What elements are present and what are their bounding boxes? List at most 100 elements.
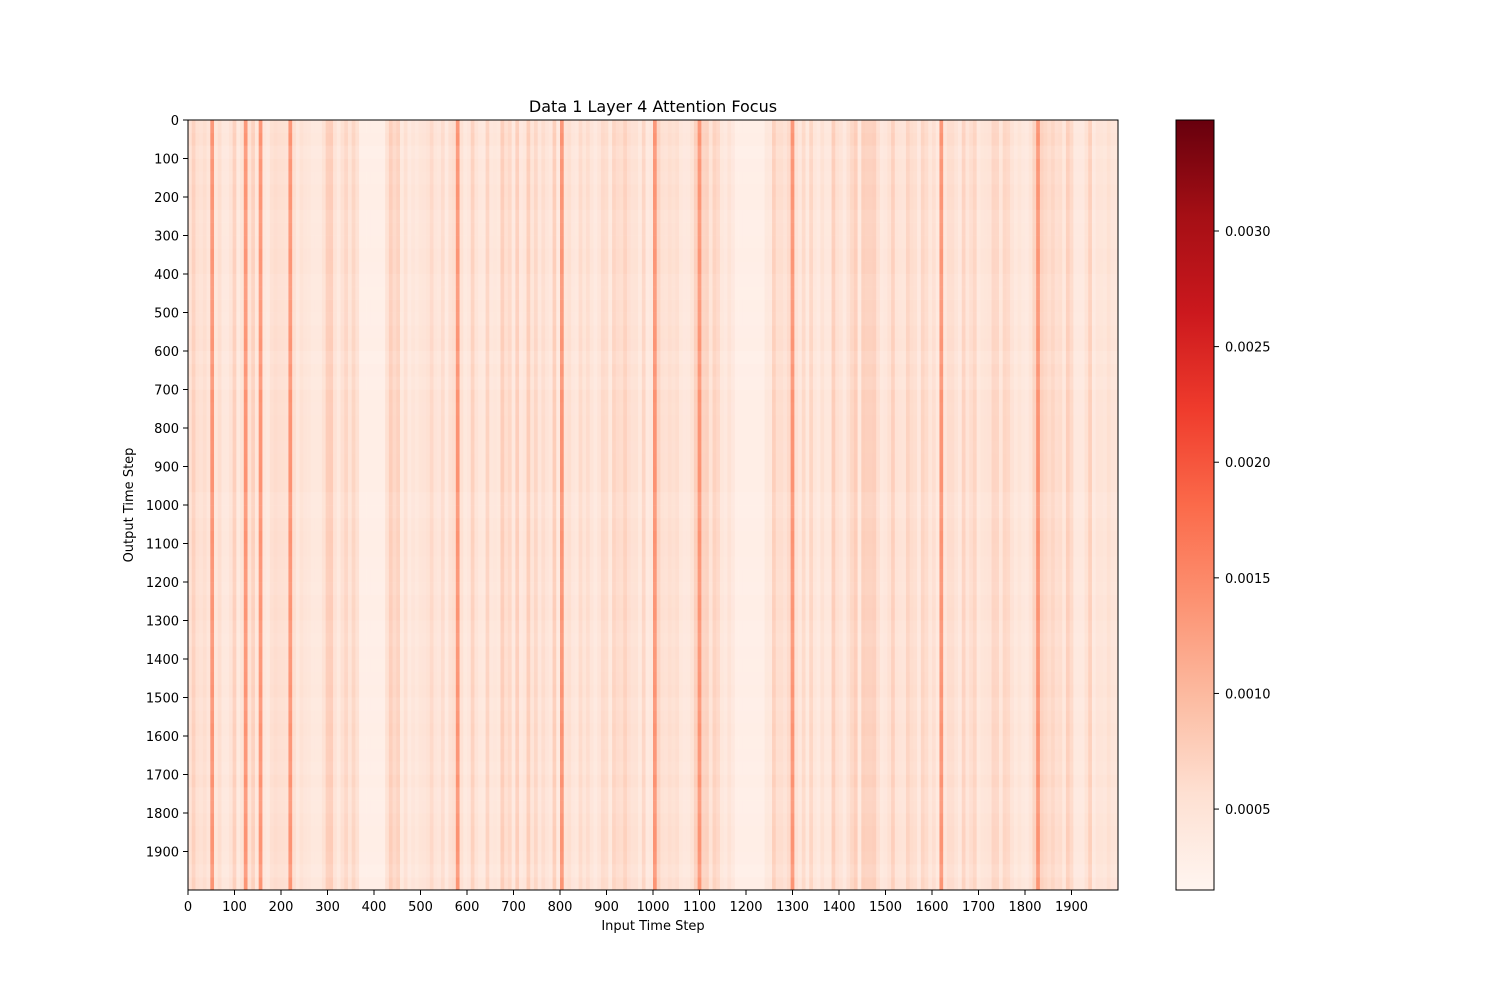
colorbar-tick-label: 0.0025: [1225, 341, 1271, 356]
heatmap-column: [414, 120, 419, 890]
heatmap-row-band: [188, 158, 1118, 172]
heatmap-column: [600, 120, 605, 890]
heatmap-column: [861, 120, 866, 890]
heatmap-column: [351, 120, 356, 890]
heatmap-column: [641, 120, 646, 890]
heatmap-column: [671, 120, 676, 890]
heatmap-row-band: [188, 171, 1118, 185]
heatmap-column: [950, 120, 955, 890]
heatmap-column: [835, 120, 840, 890]
heatmap-column: [656, 120, 661, 890]
heatmap-column: [333, 120, 338, 890]
heatmap-row-band: [188, 467, 1118, 480]
heatmap-column: [593, 120, 598, 890]
heatmap-column: [1077, 120, 1082, 890]
heatmap-column: [768, 120, 773, 890]
heatmap-column: [790, 120, 795, 890]
heatmap-column: [288, 120, 293, 890]
heatmap-column: [839, 120, 844, 890]
heatmap-column: [604, 120, 609, 890]
heatmap-column: [746, 120, 751, 890]
y-tick-label: 900: [154, 461, 179, 476]
heatmap-column: [377, 120, 382, 890]
heatmap-row-band: [188, 697, 1118, 711]
colorbar-tick-label: 0.0030: [1225, 225, 1271, 240]
heatmap-column: [496, 120, 501, 890]
heatmap-column: [842, 120, 847, 890]
heatmap-column: [1006, 120, 1011, 890]
y-tick-label: 1000: [146, 499, 179, 514]
heatmap-column: [258, 120, 263, 890]
heatmap-column: [961, 120, 966, 890]
y-tick-label: 600: [154, 345, 179, 360]
heatmap-column: [225, 120, 230, 890]
heatmap-column: [228, 120, 233, 890]
heatmap-row-band: [188, 839, 1118, 852]
heatmap-column: [1084, 120, 1089, 890]
heatmap-row-band: [188, 569, 1118, 583]
heatmap-column: [809, 120, 814, 890]
heatmap-column: [954, 120, 959, 890]
heatmap-column: [392, 120, 397, 890]
heatmap-column: [481, 120, 486, 890]
x-tick-label: 300: [315, 900, 340, 915]
heatmap-column: [262, 120, 267, 890]
heatmap-row-band: [188, 261, 1118, 274]
x-tick-label: 1300: [776, 900, 809, 915]
heatmap-column: [366, 120, 371, 890]
heatmap-column: [221, 120, 226, 890]
heatmap-column: [1106, 120, 1111, 890]
heatmap-column: [1032, 120, 1037, 890]
heatmap-column: [1021, 120, 1026, 890]
heatmap-row-band: [188, 595, 1118, 608]
y-tick-label: 0: [171, 114, 179, 129]
y-tick-label: 300: [154, 230, 179, 245]
heatmap-row-band: [188, 787, 1118, 801]
heatmap-column: [500, 120, 505, 890]
x-tick-label: 1700: [962, 900, 995, 915]
heatmap-column: [467, 120, 472, 890]
heatmap-column: [645, 120, 650, 890]
heatmap-row-band: [188, 582, 1118, 596]
heatmap-column: [653, 120, 658, 890]
heatmap-column: [567, 120, 572, 890]
y-tick-label: 500: [154, 307, 179, 322]
heatmap-column: [422, 120, 427, 890]
heatmap-column: [909, 120, 914, 890]
heatmap-row-band: [188, 402, 1118, 415]
heatmap-column: [191, 120, 196, 890]
heatmap-column: [1088, 120, 1093, 890]
heatmap-column: [984, 120, 989, 890]
heatmap-column: [972, 120, 977, 890]
heatmap-column: [400, 120, 405, 890]
heatmap-column: [902, 120, 907, 890]
heatmap-column: [515, 120, 520, 890]
heatmap-row-band: [188, 556, 1118, 570]
heatmap-column: [686, 120, 691, 890]
heatmap-column: [489, 120, 494, 890]
y-tick-label: 1800: [146, 807, 179, 822]
heatmap-column: [511, 120, 516, 890]
x-tick-label: 200: [269, 900, 294, 915]
y-tick-label: 700: [154, 384, 179, 399]
heatmap-row-band: [188, 877, 1118, 890]
heatmap-column: [969, 120, 974, 890]
heatmap-column: [556, 120, 561, 890]
heatmap-column: [667, 120, 672, 890]
heatmap-row-band: [188, 492, 1118, 506]
heatmap-column: [865, 120, 870, 890]
heatmap-row-band: [188, 620, 1118, 634]
heatmap-column: [649, 120, 654, 890]
heatmap-column: [321, 120, 326, 890]
heatmap-column: [507, 120, 512, 890]
heatmap-column: [708, 120, 713, 890]
x-tick-label: 700: [501, 900, 526, 915]
heatmap-row-band: [188, 646, 1118, 660]
heatmap-column: [753, 120, 758, 890]
heatmap-column: [1010, 120, 1015, 890]
heatmap-column: [690, 120, 695, 890]
heatmap-column: [824, 120, 829, 890]
heatmap-column: [798, 120, 803, 890]
heatmap-column: [407, 120, 412, 890]
